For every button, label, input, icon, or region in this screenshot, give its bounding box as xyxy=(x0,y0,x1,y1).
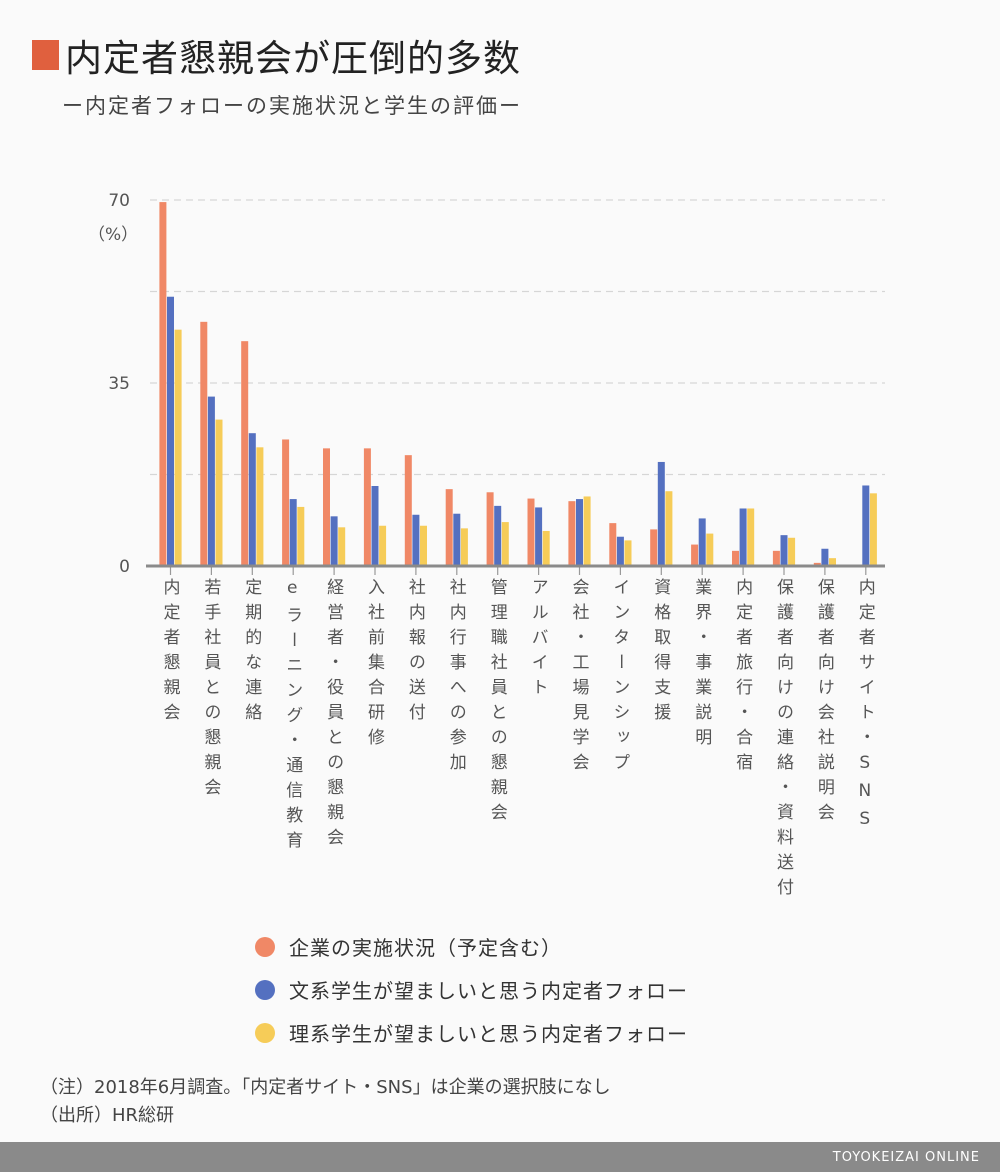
y-tick-label: 0 xyxy=(119,557,130,577)
category-label: 定期的な連絡 xyxy=(241,578,262,728)
title-marker-icon xyxy=(32,40,59,70)
bar xyxy=(698,518,706,566)
category-label: 資格取得支援 xyxy=(650,578,671,728)
bar xyxy=(248,433,256,566)
bar xyxy=(412,514,420,566)
bar xyxy=(282,439,290,566)
bar xyxy=(207,396,215,566)
y-tick-label: 35 xyxy=(108,374,130,394)
bar xyxy=(379,525,387,566)
category-label: 若手社員との懇親会 xyxy=(200,578,221,803)
bar xyxy=(821,548,829,566)
bar xyxy=(576,499,583,566)
bar xyxy=(583,496,591,566)
legend-dot-icon xyxy=(255,979,275,1000)
category-label: eラーニング・通信教育 xyxy=(282,578,303,856)
legend-item: 企業の実施状況（予定含む） xyxy=(255,925,688,968)
bar xyxy=(829,558,836,566)
footer-bar: TOYOKEIZAI ONLINE xyxy=(0,1142,1000,1172)
bar xyxy=(289,499,297,566)
category-label: 内定者サイト・SNS xyxy=(854,578,875,837)
bar xyxy=(665,491,673,566)
bar xyxy=(297,506,305,566)
bar xyxy=(200,321,208,566)
bar xyxy=(215,419,223,566)
bar xyxy=(747,508,755,566)
y-tick-label: 70 xyxy=(108,191,130,211)
bar xyxy=(241,341,249,566)
bar xyxy=(624,540,632,566)
legend-dot-icon xyxy=(255,936,275,957)
legend-label: 企業の実施状況（予定含む） xyxy=(289,936,562,960)
bar xyxy=(788,537,796,566)
chart-subtitle: ー内定者フォローの実施状況と学生の評価ー xyxy=(62,94,522,118)
bar xyxy=(739,508,747,566)
bar-chart: 0 35 70 xyxy=(108,191,885,577)
category-label: 経営者・役員との懇親会 xyxy=(323,578,344,853)
category-label: 入社前集合研修 xyxy=(364,578,384,753)
legend-dot-icon xyxy=(255,1022,275,1043)
y-axis-unit: （%） xyxy=(88,225,139,245)
bar xyxy=(330,516,338,566)
bar xyxy=(650,529,658,566)
title-block: 内定者懇親会が圧倒的多数 xyxy=(32,28,521,82)
category-label: 会社・工場見学会 xyxy=(568,578,589,778)
source-text: （出所）HR総研 xyxy=(40,1105,175,1126)
category-label: 保護者向けの連絡・資料送付 xyxy=(773,578,793,903)
bar xyxy=(167,296,174,566)
bar xyxy=(732,550,739,566)
bar xyxy=(527,498,535,566)
bar xyxy=(772,550,780,566)
bar xyxy=(657,461,665,566)
bar xyxy=(494,505,502,566)
bar xyxy=(420,525,427,566)
bar xyxy=(453,513,461,566)
bar xyxy=(691,544,699,566)
legend-label: 理系学生が望ましいと思う内定者フォロー xyxy=(289,1022,688,1046)
bar xyxy=(460,528,468,566)
footer-brand: TOYOKEIZAI ONLINE xyxy=(832,1150,980,1165)
bar xyxy=(338,527,346,566)
bar xyxy=(535,507,543,566)
category-label: アルバイト xyxy=(527,578,548,703)
bar xyxy=(371,486,379,566)
category-label: 管理職社員との懇親会 xyxy=(486,578,507,828)
bar xyxy=(568,501,576,566)
legend-label: 文系学生が望ましいと思う内定者フォロー xyxy=(289,979,688,1003)
category-label: 内定者旅行・合宿 xyxy=(732,578,753,778)
bar xyxy=(862,485,870,566)
category-label: 業界・事業説明 xyxy=(691,578,712,753)
note-text: （注）2018年6月調査。「内定者サイト・SNS」は企業の選択肢になし xyxy=(40,1077,611,1098)
bar xyxy=(404,455,412,566)
bar xyxy=(174,329,182,566)
bar xyxy=(501,522,509,566)
bar xyxy=(363,448,371,566)
bar xyxy=(256,447,264,566)
legend-item: 文系学生が望ましいと思う内定者フォロー xyxy=(255,968,688,1011)
bar xyxy=(869,493,877,566)
bar xyxy=(486,492,494,566)
bar xyxy=(159,202,167,566)
chart-title: 内定者懇親会が圧倒的多数 xyxy=(65,37,521,80)
bar xyxy=(780,535,788,566)
bar xyxy=(813,562,821,566)
legend-item: 理系学生が望ましいと思う内定者フォロー xyxy=(255,1011,688,1054)
bar xyxy=(445,489,453,566)
category-label: 社内報の送付 xyxy=(404,578,425,728)
category-label: 内定者懇親会 xyxy=(159,578,180,728)
bar xyxy=(706,533,714,566)
bar xyxy=(542,530,550,566)
bar xyxy=(609,523,617,566)
bar xyxy=(323,448,330,566)
category-label: 保護者向け会社説明会 xyxy=(813,578,834,828)
bar xyxy=(616,536,624,566)
category-label: インターンシップ xyxy=(609,578,630,778)
category-label: 社内行事への参加 xyxy=(445,578,466,778)
legend: 企業の実施状況（予定含む） 文系学生が望ましいと思う内定者フォロー 理系学生が望… xyxy=(255,925,688,1054)
